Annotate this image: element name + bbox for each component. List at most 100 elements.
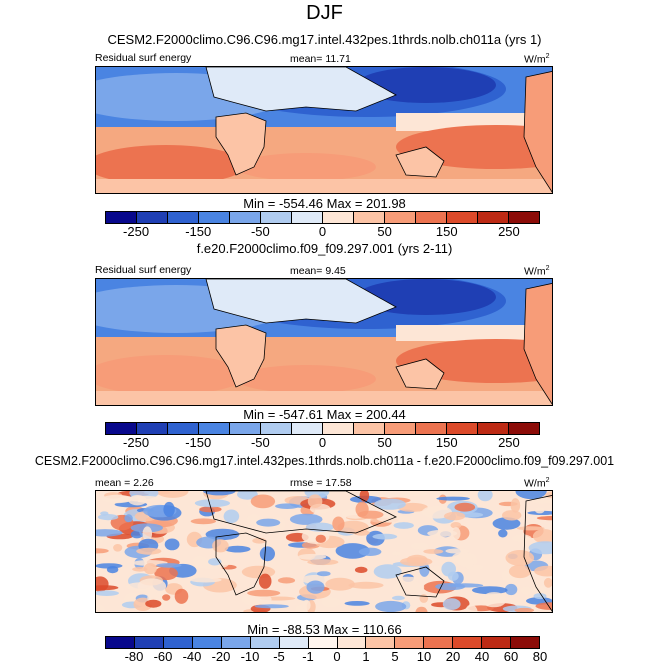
panel3-field-patch <box>190 577 222 583</box>
panel3-colorbar-swatch <box>337 637 367 648</box>
panel3-field-patch <box>372 533 398 540</box>
panel1-africa-outline <box>215 112 267 176</box>
panel2-africa-outline <box>215 324 267 388</box>
panel3-colorbar-tick-label: 20 <box>445 649 461 664</box>
panel2-mean-label: mean= 9.45 <box>290 265 346 277</box>
panel3-field-patch <box>532 529 552 544</box>
panel3-field-patch <box>441 561 457 577</box>
panel2-colorbar-swatch <box>261 423 292 434</box>
panel3-field-patch <box>96 548 109 554</box>
panel3-field-patch <box>498 529 508 538</box>
panel3-field-patch <box>96 585 119 591</box>
panel3-field-patch <box>145 599 162 608</box>
panel3-field-patch <box>520 586 532 596</box>
panel2-colorbar-swatch <box>106 423 137 434</box>
panel3-field-patch <box>396 576 419 584</box>
panel3-field-patch <box>400 557 433 567</box>
panel2-colorbar-swatch <box>292 423 323 434</box>
panel3-field-patch <box>275 503 300 509</box>
panel3-field-patch <box>533 593 547 600</box>
panel3-field-patch <box>442 598 461 610</box>
panel1-colorbar-swatch <box>323 212 354 223</box>
panel1-colorbar-swatch <box>137 212 168 223</box>
panel3-field-patch <box>427 529 458 537</box>
panel3-field-patch <box>250 494 276 509</box>
panel3-field-patch <box>419 594 429 603</box>
panel3-colorbar-swatch <box>279 637 309 648</box>
panel3-field-patch <box>194 499 230 508</box>
panel3-colorbar-swatch <box>424 637 454 648</box>
panel2-colorbar-swatch <box>447 423 478 434</box>
panel3-field-patch <box>190 518 217 525</box>
panel3-field-patch <box>477 491 493 502</box>
panel3-colorbar-tick-label: -80 <box>124 649 144 664</box>
panel1-colorbar-swatch <box>168 212 199 223</box>
panel3-field-patch <box>277 577 296 584</box>
panel3-field-patch <box>393 581 407 596</box>
panel2-colorbar-swatch <box>478 423 509 434</box>
panel3-field-patch <box>162 594 171 601</box>
panel1-colorbar-tick-label: 150 <box>435 224 458 239</box>
panel2-colorbar-tick-label: -150 <box>185 435 212 450</box>
panel3-field-patch <box>508 564 532 579</box>
panel1-colorbar <box>105 211 540 224</box>
panel3-field-patch <box>174 588 189 604</box>
panel3-field-patch <box>505 550 535 566</box>
panel3-field-patch <box>504 583 518 596</box>
panel1-left-label: Residual surf energy <box>95 52 192 64</box>
panel3-field-patch <box>392 595 405 601</box>
panel3-field-patch <box>528 541 552 555</box>
panel3-field-patch <box>472 586 508 595</box>
panel3-field-patch <box>254 604 289 609</box>
panel3-australia-outline <box>395 566 445 598</box>
panel2-colorbar-tick-label: 50 <box>377 435 392 450</box>
panel3-field-patch <box>307 494 323 508</box>
panel3-field-patch <box>530 584 547 594</box>
panel3-field-patch <box>289 513 323 525</box>
panel3-field-patch <box>96 590 119 596</box>
panel3-min-max: Min = -88.53 Max = 110.66 <box>247 622 402 637</box>
panel3-field-patch <box>237 491 258 500</box>
panel3-colorbar-swatch <box>192 637 222 648</box>
panel3-colorbar-swatch <box>395 637 425 648</box>
panel2-colorbar-swatch <box>509 423 539 434</box>
panel3-field-patch <box>444 511 466 521</box>
panel3-colorbar-tick-label: 40 <box>474 649 490 664</box>
panel3-colorbar-tick-label: 80 <box>532 649 548 664</box>
panel3-colorbar-swatch <box>163 637 193 648</box>
panel3-field-patch <box>450 522 462 529</box>
panel2-colorbar-ticks: -250 -150 -50 0 50 150 250 <box>105 435 540 451</box>
panel3-colorbar-ticks: -80 -60 -40 -20 -10 -5 -1 0 1 5 10 20 40 60 80 <box>105 649 548 665</box>
panel3-units: W/m2 <box>524 477 550 490</box>
panel3-field-patch <box>436 496 470 501</box>
panel3-field-patch <box>199 506 222 513</box>
panel1-eurasia-outline <box>205 67 397 112</box>
panel3-field-patch <box>195 525 208 530</box>
panel3-colorbar-tick-label: 60 <box>503 649 519 664</box>
panel2-eurasia-outline <box>205 279 397 324</box>
panel3-colorbar-tick-label: -20 <box>211 649 231 664</box>
panel3-colorbar-swatch <box>511 637 540 648</box>
panel3-colorbar-swatch <box>106 637 135 648</box>
panel2-colorbar-tick-label: 250 <box>498 435 520 450</box>
panel3-colorbar-swatch <box>366 637 396 648</box>
panel3-field-patch <box>203 491 236 496</box>
panel3-field-patch <box>325 577 355 591</box>
panel2-colorbar-swatch <box>385 423 416 434</box>
panel3-field-patch <box>212 539 229 553</box>
panel1-colorbar-swatch <box>509 212 539 223</box>
panel3-field-patch <box>332 516 345 532</box>
panel3-map <box>95 490 553 613</box>
panel2-colorbar-swatch <box>199 423 230 434</box>
panel2-colorbar-tick-label: 0 <box>318 435 327 450</box>
panel3-colorbar-swatch <box>134 637 164 648</box>
panel3-noise-cells <box>96 491 552 612</box>
panel3-field-patch <box>143 563 157 575</box>
panel3-field-patch <box>302 599 311 611</box>
panel3-colorbar-tick-label: -40 <box>182 649 202 664</box>
panel1-colorbar-tick-label: 250 <box>498 224 520 239</box>
panel1-colorbar-swatch <box>354 212 385 223</box>
panel3-field-patch <box>137 578 167 594</box>
panel3-field-patch <box>307 559 339 566</box>
panel1-colorbar-swatch <box>199 212 230 223</box>
